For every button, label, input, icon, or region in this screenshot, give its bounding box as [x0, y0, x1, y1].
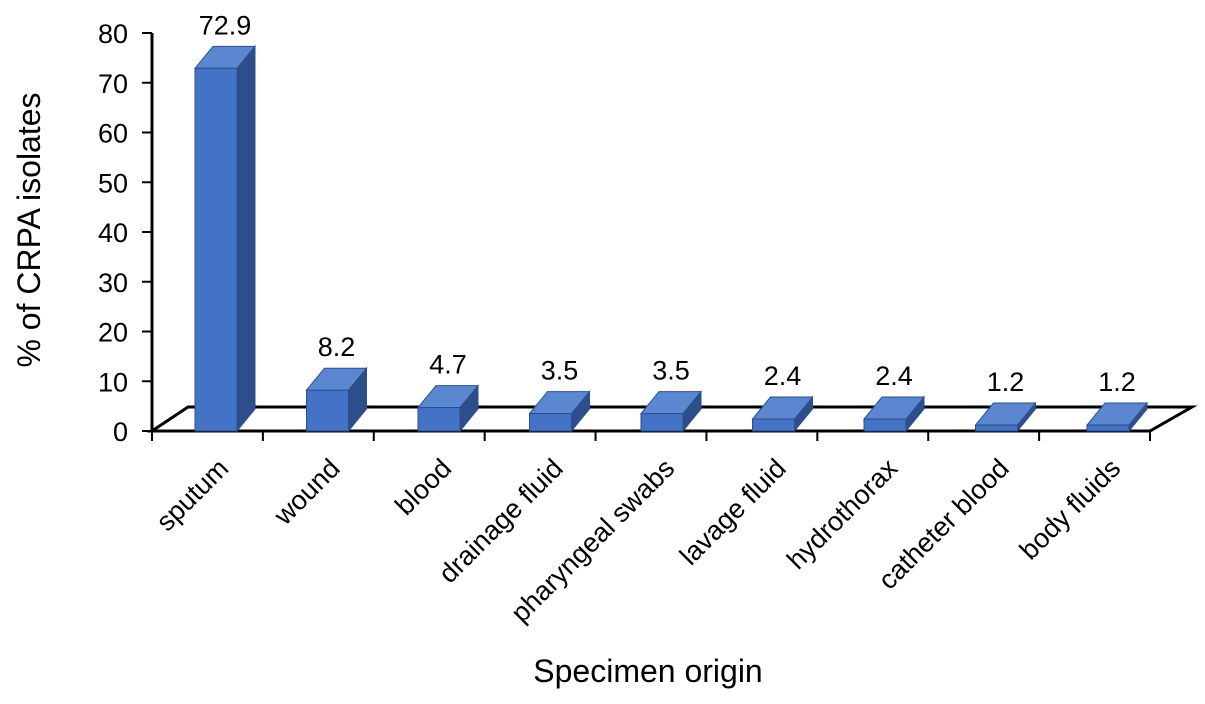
- bar: [305, 366, 368, 433]
- bar: [1085, 401, 1149, 433]
- bar-front-face: [752, 418, 795, 432]
- data-label: 2.4: [764, 361, 802, 391]
- data-labels: 72.9 8.2 4.7 3.5 3.5 2.4 2.4 1.2 1.2: [199, 10, 1136, 397]
- data-label: 1.2: [1098, 367, 1136, 397]
- bar-side-face: [236, 44, 256, 433]
- y-axis-tick-labels: 0 10 20 30 40 50 60 70 80: [98, 19, 128, 447]
- bar-front-face: [1086, 424, 1130, 432]
- x-tick-label: body fluids: [1014, 453, 1126, 565]
- y-tick-label: 30: [98, 268, 128, 298]
- bar-front-face: [417, 407, 461, 432]
- bar-front-face: [975, 424, 1018, 432]
- y-tick-label: 70: [98, 69, 128, 99]
- y-tick-label: 20: [98, 318, 128, 348]
- bar-front-face: [640, 413, 684, 432]
- bar: [751, 395, 814, 433]
- y-axis: [142, 32, 154, 432]
- y-tick-label: 10: [98, 367, 128, 397]
- bar: [639, 390, 703, 433]
- bar: [974, 401, 1037, 433]
- y-tick-label: 40: [98, 218, 128, 248]
- data-label: 8.2: [318, 332, 356, 362]
- bar-front-face: [306, 389, 349, 432]
- bar-front-face: [529, 413, 572, 432]
- y-tick-label: 50: [98, 168, 128, 198]
- bar: [862, 395, 926, 433]
- bar: [193, 44, 257, 433]
- data-label: 72.9: [199, 10, 252, 40]
- data-label: 4.7: [429, 350, 467, 380]
- bar-front-face: [194, 67, 238, 432]
- y-tick-label: 0: [113, 417, 128, 447]
- x-tick-label: wound: [268, 453, 346, 531]
- bars: [193, 44, 1149, 433]
- data-label: 3.5: [541, 356, 579, 386]
- y-axis-title: % of CRPA isolates: [11, 92, 47, 367]
- x-axis-title: Specimen origin: [533, 653, 762, 689]
- x-tick-label: blood: [389, 453, 457, 521]
- data-label: 3.5: [652, 356, 690, 386]
- y-tick-label: 60: [98, 119, 128, 149]
- x-tick-label: sputum: [150, 453, 234, 537]
- bar-front-face: [863, 418, 907, 432]
- data-label: 1.2: [987, 367, 1025, 397]
- data-label: 2.4: [875, 361, 913, 391]
- x-tick-label: hydrothorax: [781, 453, 903, 575]
- x-tick-label: lavage fluid: [674, 453, 792, 571]
- bar: [416, 384, 480, 433]
- y-tick-label: 80: [98, 19, 128, 49]
- bar: [528, 390, 591, 433]
